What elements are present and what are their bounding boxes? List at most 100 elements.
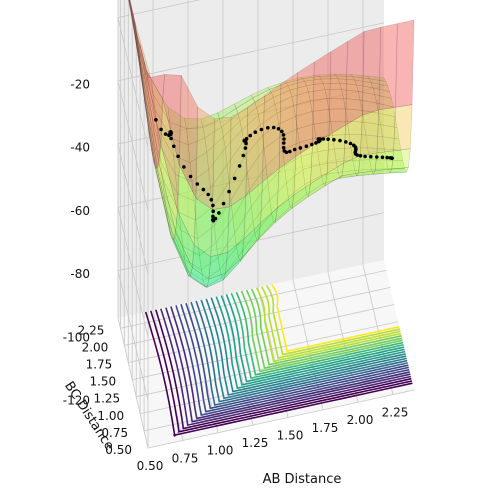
surface-patch xyxy=(186,127,206,145)
contour-line xyxy=(250,288,402,366)
surface-patch xyxy=(322,82,342,90)
surface-patch xyxy=(197,225,217,256)
trajectory-point xyxy=(172,144,176,149)
surface-patch xyxy=(313,121,333,139)
trajectory-point xyxy=(211,209,215,214)
x-tick-label: 1.50 xyxy=(277,429,304,443)
gridline-y xyxy=(120,0,387,329)
trajectory-point xyxy=(169,136,173,141)
trajectory-point xyxy=(380,155,385,160)
surface-patch xyxy=(191,169,211,202)
trajectory-point xyxy=(243,146,248,150)
surface-patch xyxy=(151,79,170,123)
surface-patch xyxy=(293,145,313,196)
y-tick-label: 1.75 xyxy=(86,358,113,372)
surface-patch xyxy=(293,100,313,117)
surface-patch xyxy=(276,105,296,125)
surface-patch xyxy=(267,81,287,90)
surface-patch xyxy=(129,0,147,109)
surface-patch xyxy=(162,177,182,231)
surface-patch xyxy=(232,189,252,234)
surface-patch xyxy=(164,194,184,247)
surface-patch xyxy=(289,194,309,209)
surface-patch xyxy=(149,137,169,223)
surface-patch xyxy=(378,112,398,128)
surface-patch xyxy=(203,269,223,288)
surface-patch xyxy=(308,89,328,101)
surface-patch xyxy=(239,107,259,131)
surface-patch xyxy=(177,193,197,221)
surface-patch xyxy=(316,73,337,77)
gridline-z xyxy=(117,85,385,275)
contour-line xyxy=(185,302,409,410)
surface-patch xyxy=(240,238,259,262)
surface-patch xyxy=(347,120,367,136)
contour-line xyxy=(150,310,413,433)
surface-patch xyxy=(140,45,160,169)
surface-patch xyxy=(273,89,293,105)
surface-patch xyxy=(241,222,261,258)
surface-patch xyxy=(184,117,204,129)
surface-patch xyxy=(262,123,282,150)
surface-patch xyxy=(175,210,195,269)
surface-patch xyxy=(339,172,359,179)
surface-patch xyxy=(289,85,309,97)
surface-patch xyxy=(321,172,341,184)
y-tick-label: 1.00 xyxy=(97,409,124,423)
surface-patch xyxy=(219,107,239,128)
surface-patch xyxy=(362,27,382,116)
surface-patch xyxy=(186,269,206,288)
surface-patch xyxy=(236,97,256,115)
trajectory-point xyxy=(363,154,367,159)
gridline-z xyxy=(117,22,385,211)
trajectory-point xyxy=(163,132,168,136)
surface-patch xyxy=(221,113,241,137)
surface-patch xyxy=(229,107,249,208)
surface-patch xyxy=(302,76,322,82)
surface-patch xyxy=(256,221,276,241)
surface-patch xyxy=(214,199,234,244)
trajectory-point xyxy=(298,146,303,150)
surface-patch xyxy=(334,147,354,163)
gridline-x xyxy=(117,0,149,449)
trajectory-point xyxy=(244,136,249,141)
trajectory-point xyxy=(318,137,323,141)
trajectory-point xyxy=(358,154,363,158)
gridline-y xyxy=(143,60,411,432)
surface-patch xyxy=(295,61,315,157)
surface-patch xyxy=(193,187,213,221)
contour-line xyxy=(210,297,406,393)
trajectory-point xyxy=(281,133,286,137)
surface-patch xyxy=(254,212,274,241)
gridline-x xyxy=(222,0,254,426)
x-tick-label: 0.75 xyxy=(172,451,199,465)
surface-patch xyxy=(225,238,245,274)
surface-patch xyxy=(356,84,376,95)
surface-patch xyxy=(380,124,400,140)
surface-patch xyxy=(193,197,213,258)
trajectory-point xyxy=(282,137,286,141)
surface-patch xyxy=(295,111,315,130)
surface-patch xyxy=(212,181,232,227)
surface-patch xyxy=(234,206,254,248)
surface-patch xyxy=(128,0,139,48)
z-tick-label: -100 xyxy=(63,330,90,344)
surface-patch xyxy=(258,207,278,240)
surface-patch xyxy=(376,102,396,117)
gridline-y xyxy=(127,0,395,363)
x-tick-label: 2.25 xyxy=(382,406,409,420)
surface-patch xyxy=(130,4,150,138)
surface-patch xyxy=(147,123,167,210)
surface-patch xyxy=(171,237,191,277)
surface-patch xyxy=(152,94,172,139)
surface-patch xyxy=(145,69,165,101)
surface-patch xyxy=(134,20,154,95)
surface-patch xyxy=(195,206,215,240)
surface-patch xyxy=(200,112,220,128)
surface-patch xyxy=(306,83,326,93)
trajectory-point xyxy=(154,118,158,122)
surface-patch xyxy=(142,53,162,164)
surface-patch xyxy=(291,91,311,106)
y-tick-label: 2.00 xyxy=(82,340,109,354)
surface-patch xyxy=(136,33,156,110)
